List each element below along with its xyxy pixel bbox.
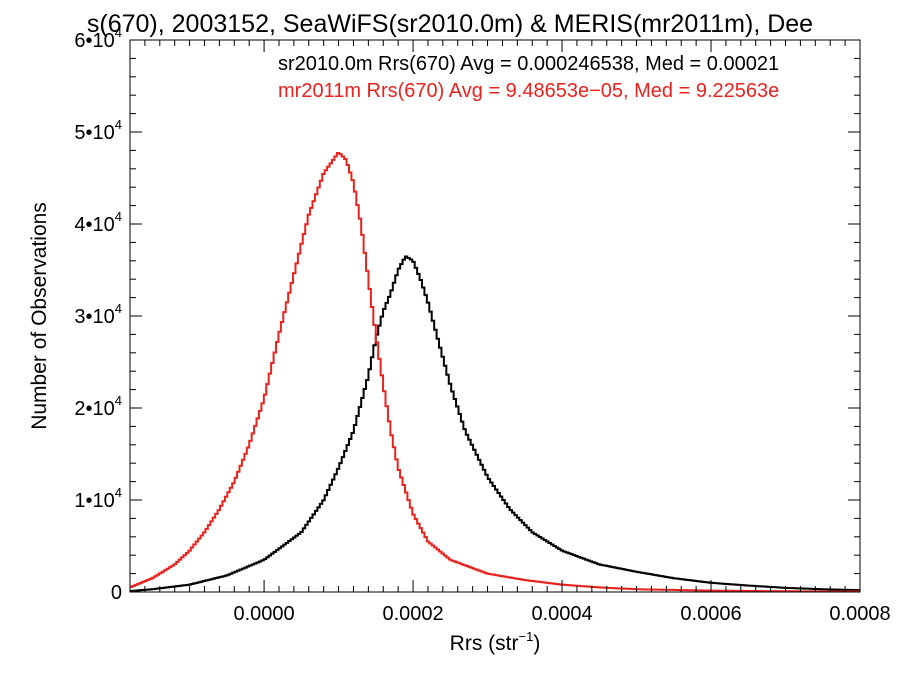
legend-entry-sr2010: sr2010.0m Rrs(670) Avg = 0.000246538, Me… (278, 53, 779, 75)
legend-entry-mr2011: mr2011m Rrs(670) Avg = 9.48653e−05, Med … (278, 80, 779, 102)
y-tick-label: 3•104 (74, 301, 122, 328)
x-tick-label: 0.0002 (382, 603, 443, 625)
x-axis-label: Rrs (str−1) (450, 629, 541, 655)
y-tick-label: 5•104 (74, 117, 122, 144)
y-tick-label: 2•104 (74, 393, 122, 420)
y-tick-label: 1•104 (74, 485, 122, 512)
series-layer (130, 151, 860, 593)
y-tick-label: 0 (111, 582, 122, 604)
x-tick-label: 0.0006 (680, 603, 741, 625)
chart-title: s(670), 2003152, SeaWiFS(sr2010.0m) & ME… (87, 10, 813, 38)
y-ticks: 0 1•104 2•104 3•104 4•104 5•104 6•104 (74, 25, 860, 604)
x-axis-label-main: Rrs (str (450, 632, 519, 655)
plot-content: 0.0000 0.0002 0.0004 0.0006 0.0008 0 1•104 2•1… (74, 25, 890, 625)
x-tick-label: 0.0008 (829, 603, 890, 625)
x-axis-label-close: ) (533, 632, 540, 655)
series-sr2010-histogram (130, 255, 860, 592)
x-axis-label-superscript: −1 (519, 629, 534, 644)
x-tick-label: 0.0004 (531, 603, 592, 625)
y-axis-label: Number of Observations (28, 202, 51, 430)
y-tick-label: 4•104 (74, 209, 122, 236)
series-mr2011-histogram (130, 151, 860, 593)
x-tick-label: 0.0000 (233, 603, 294, 625)
y-tick-label: 6•104 (74, 25, 122, 52)
x-ticks: 0.0000 0.0002 0.0004 0.0006 0.0008 (129, 40, 891, 625)
